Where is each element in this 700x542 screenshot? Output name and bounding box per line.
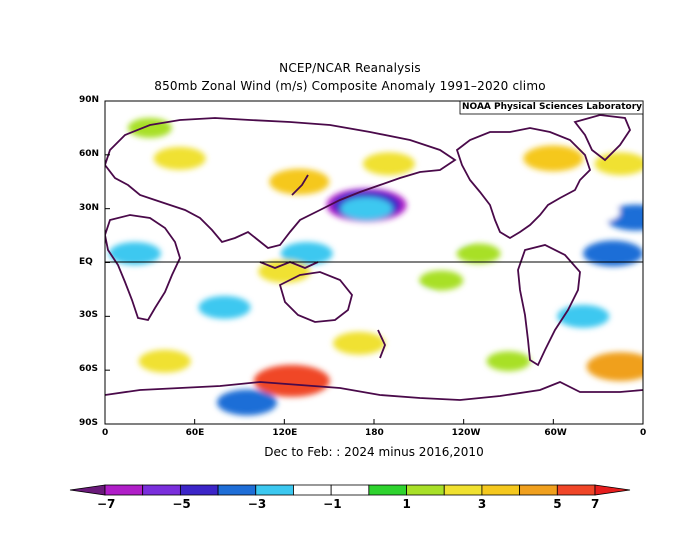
anomaly-cell-11 <box>586 352 643 382</box>
anomaly-cell-7 <box>198 295 251 319</box>
x-tick-label-6: 0 <box>640 428 647 438</box>
coast-new-zealand <box>377 329 386 359</box>
coast-south-america <box>517 244 581 367</box>
coastlines <box>105 114 643 401</box>
anomaly-cell-17 <box>333 331 386 355</box>
coast-greenland <box>573 114 632 162</box>
colorbar-swatch-2 <box>179 484 219 496</box>
colorbar-label-7: 7 <box>591 497 600 511</box>
y-tick-label-2: 30N <box>79 202 100 213</box>
anomaly-cell-21 <box>456 243 501 264</box>
colorbar-swatch-9 <box>443 484 483 496</box>
anomaly-cell-14 <box>523 145 584 172</box>
colorbar-swatch-0 <box>104 484 144 496</box>
anomaly-cell-4 <box>576 202 621 223</box>
anomaly-cell-10 <box>253 364 330 397</box>
anomaly-cell-28 <box>426 225 471 246</box>
credit-box <box>459 100 644 115</box>
anomaly-cell-29 <box>557 304 610 328</box>
y-tick-label-4: 30S <box>79 310 99 321</box>
y-tick-marks <box>105 100 110 425</box>
anomaly-cell-18 <box>138 349 191 373</box>
chart-title-line1: NCEP/NCAR Reanalysis <box>279 61 421 75</box>
y-tick-label-0: 90N <box>79 95 100 105</box>
y-tick-label-3: EQ <box>79 256 93 267</box>
colorbar-label-0: −7 <box>97 497 116 511</box>
x-tick-label-5: 60W <box>544 428 567 438</box>
colorbar <box>69 484 631 496</box>
anomaly-cell-15 <box>594 152 643 176</box>
anomaly-cell-27 <box>307 108 352 129</box>
colorbar-label-4: 1 <box>402 497 411 511</box>
y-tick-label-6: 90S <box>79 418 99 428</box>
anomaly-field <box>108 108 643 416</box>
colorbar-swatch-11 <box>519 484 558 496</box>
anomaly-cell-16 <box>153 146 206 170</box>
colorbar-label-5: 3 <box>477 497 487 511</box>
colorbar-swatch-3 <box>217 484 257 496</box>
anomaly-cell-5 <box>187 198 232 219</box>
coast-japan <box>291 174 309 196</box>
anomaly-cell-26 <box>127 117 172 138</box>
x-tick-label-1: 60E <box>185 428 205 438</box>
x-tick-label-0: 0 <box>102 428 109 438</box>
colorbar-label-1: −5 <box>172 497 191 511</box>
y-tick-label-5: 60S <box>79 364 99 375</box>
x-tick-label-4: 120W <box>451 428 481 438</box>
colorbar-swatch-10 <box>481 484 521 496</box>
coast-africa <box>105 214 181 322</box>
y-tick-label-1: 60N <box>79 148 100 159</box>
x-tick-label-3: 180 <box>365 428 384 438</box>
colorbar-label-6: 5 <box>553 497 562 511</box>
colorbar-swatch-12 <box>556 484 596 496</box>
colorbar-label-2: −3 <box>247 497 267 511</box>
colorbar-arrow-high <box>594 484 631 496</box>
anomaly-cell-25 <box>232 234 277 255</box>
colorbar-arrow-low <box>69 484 106 496</box>
colorbar-swatch-5 <box>293 484 332 496</box>
chart-title-line2: 850mb Zonal Wind (m/s) Composite Anomaly… <box>154 79 546 93</box>
anomaly-cell-12 <box>269 168 330 195</box>
colorbar-swatch-1 <box>142 484 181 496</box>
anomaly-cell-8 <box>389 288 434 309</box>
anomaly-cell-6 <box>280 242 333 266</box>
coast-eurasia <box>105 117 457 249</box>
anomaly-cell-20 <box>419 270 464 291</box>
colorbar-swatch-7 <box>368 484 407 496</box>
chart-subtitle: Dec to Feb: : 2024 minus 2016,2010 <box>264 445 484 459</box>
x-tick-label-2: 120E <box>272 428 298 438</box>
colorbar-swatch-8 <box>406 484 445 496</box>
anomaly-cell-24 <box>108 242 161 266</box>
anomaly-cell-13 <box>362 152 415 176</box>
anomaly-cell-19 <box>486 351 531 372</box>
coast-antarctica <box>105 381 643 401</box>
anomaly-cell-9 <box>216 389 277 416</box>
colorbar-label-3: −1 <box>323 497 342 511</box>
colorbar-swatch-4 <box>255 484 294 496</box>
colorbar-swatch-6 <box>330 484 370 496</box>
x-tick-marks <box>104 419 644 424</box>
coast-australia <box>278 271 353 323</box>
anomaly-cell-23 <box>583 240 643 267</box>
anomaly-cell-2 <box>340 197 393 221</box>
coast-north-america <box>455 127 592 240</box>
credit-label: NOAA Physical Sciences Laboratory <box>462 102 643 112</box>
